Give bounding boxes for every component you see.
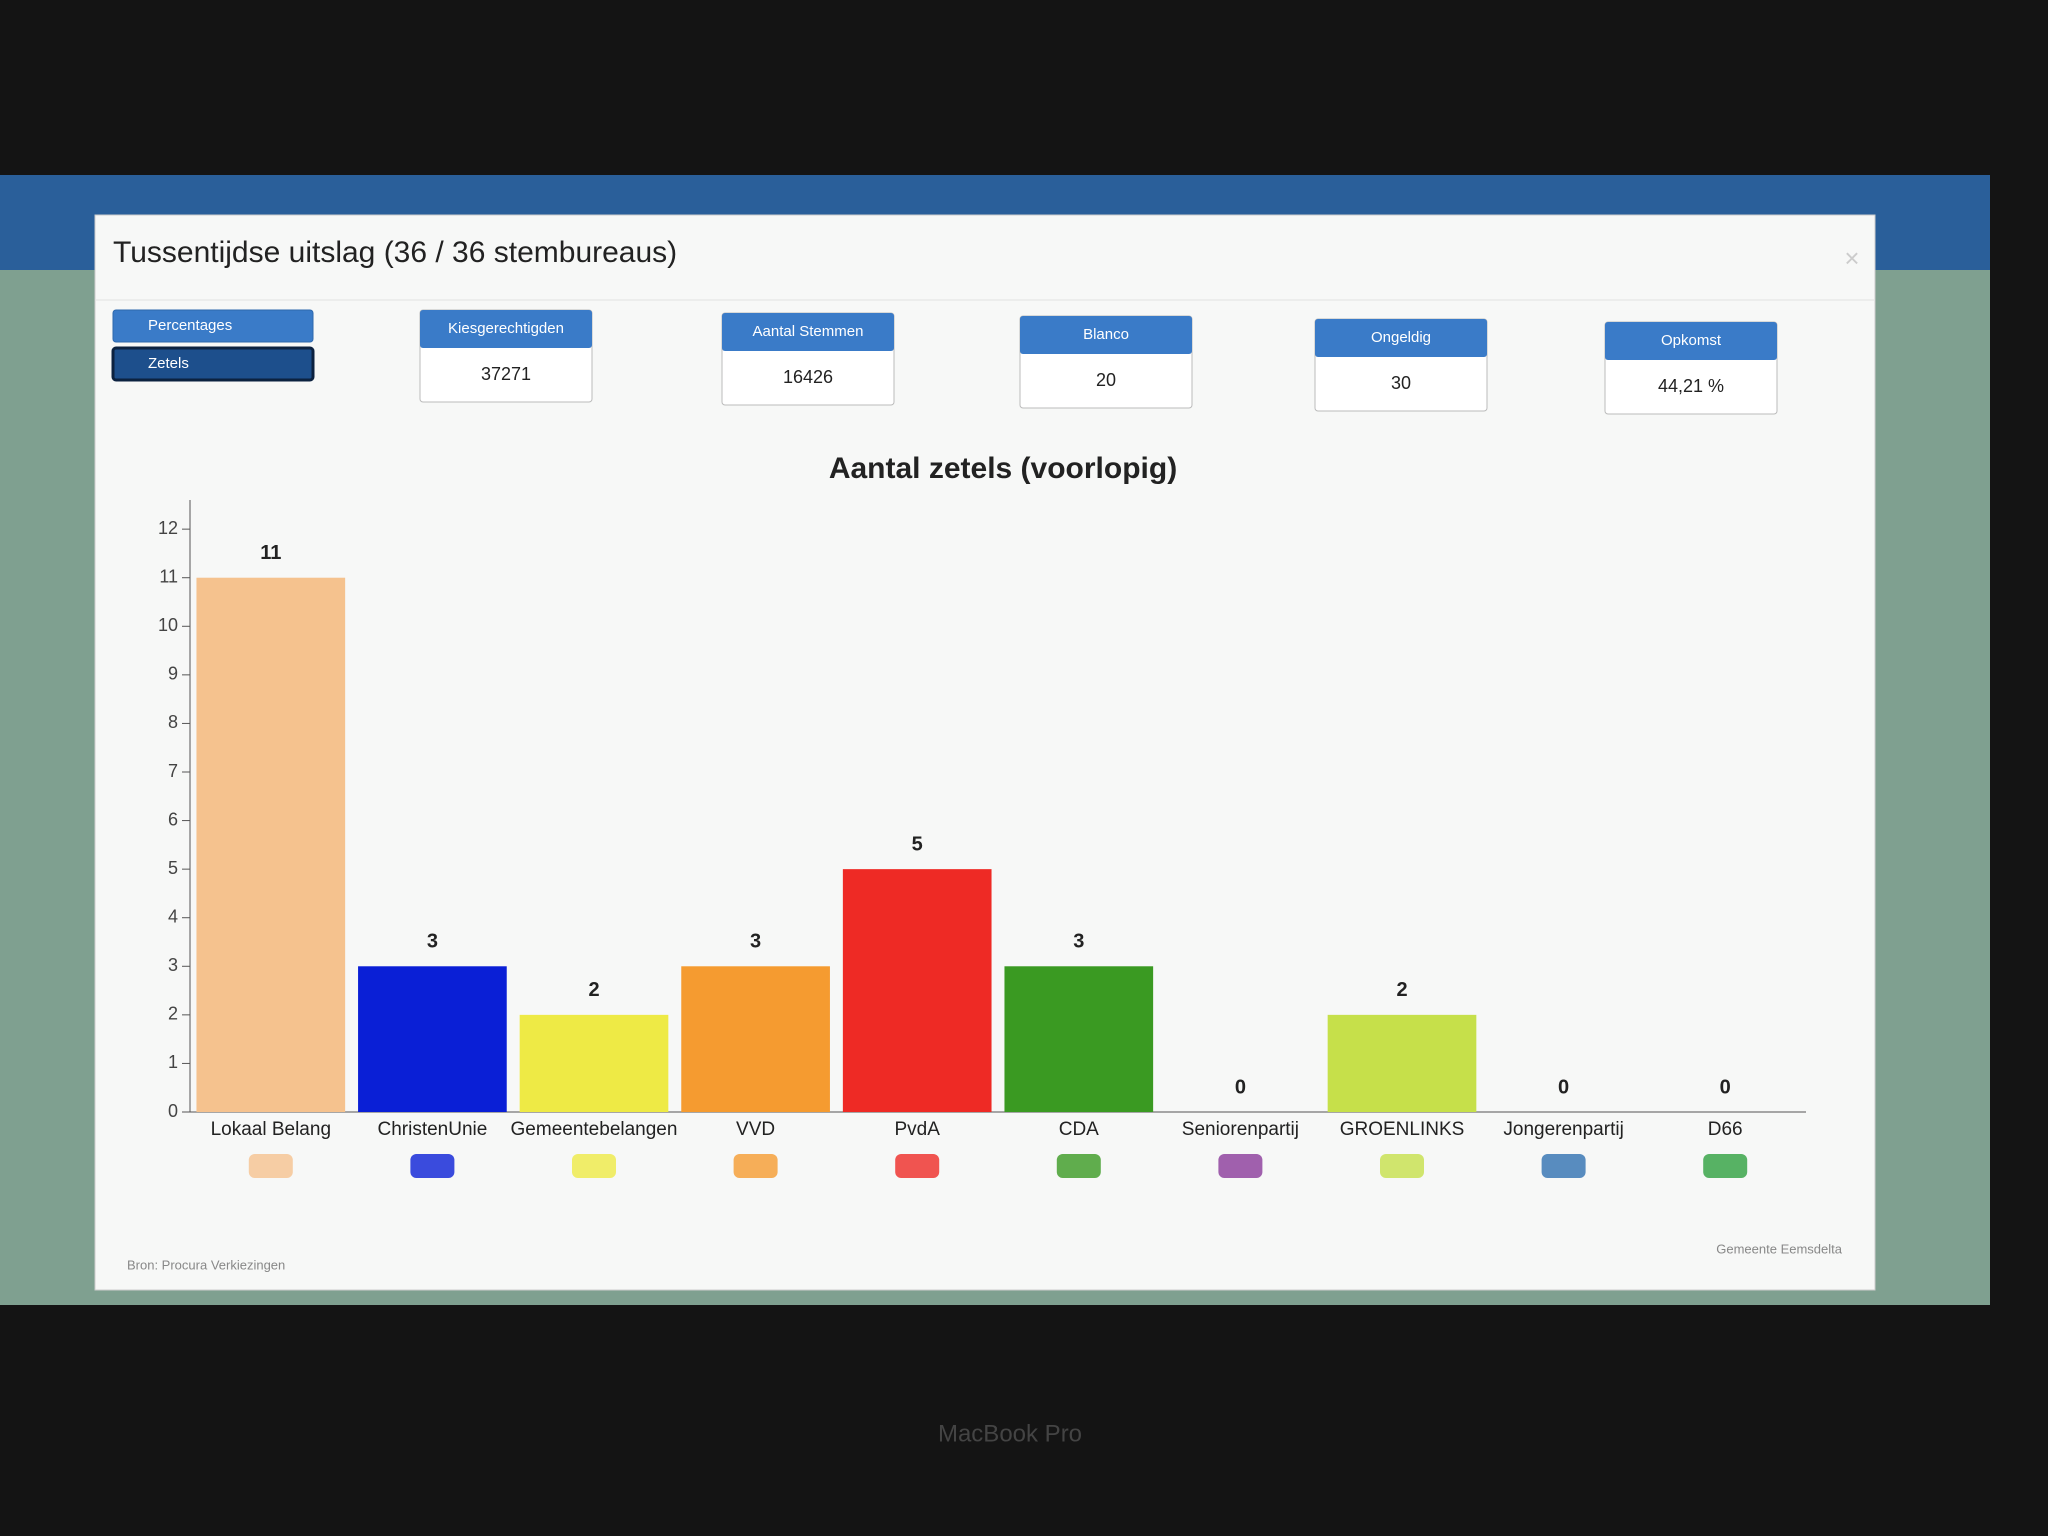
party-logo (248, 1154, 293, 1178)
y-tick-label: 3 (168, 955, 178, 975)
x-tick-label: GROENLINKS (1340, 1119, 1465, 1140)
stat-value: 44,21 % (1658, 376, 1724, 396)
toggle-button[interactable] (112, 309, 314, 343)
data-label: 3 (427, 931, 438, 953)
stat-header (1020, 316, 1192, 354)
party-logo (572, 1154, 616, 1178)
x-tick-label: Lokaal Belang (211, 1119, 331, 1140)
modal-title: Tussentijdse uitslag (36 / 36 stembureau… (113, 236, 677, 269)
party-logo (1541, 1154, 1586, 1178)
stat-label: Opkomst (1661, 332, 1722, 349)
data-label: 0 (1235, 1076, 1246, 1098)
stat-header (722, 313, 894, 351)
party-logo (1703, 1154, 1748, 1178)
data-label: 5 (912, 833, 923, 855)
party-logo (410, 1154, 455, 1178)
y-tick-label: 2 (168, 1004, 178, 1024)
y-tick-label: 6 (168, 809, 178, 829)
bar (681, 966, 830, 1112)
stat-header (1315, 319, 1487, 357)
stat-value: 20 (1096, 370, 1116, 390)
data-label: 11 (260, 542, 281, 564)
party-logo (1056, 1154, 1101, 1178)
y-tick-label: 10 (158, 615, 178, 635)
y-tick-label: 1 (168, 1052, 178, 1072)
stat-value: 30 (1391, 373, 1411, 393)
y-tick-label: 12 (158, 518, 178, 538)
x-tick-label: Gemeentebelangen (511, 1119, 678, 1140)
stat-value: 16426 (783, 367, 833, 387)
data-label: 2 (588, 979, 599, 1001)
toggle-button-label: Percentages (148, 317, 232, 334)
stat-label: Aantal Stemmen (753, 323, 864, 340)
data-label: 2 (1396, 979, 1407, 1001)
bar (519, 1014, 669, 1112)
x-tick-label: VVD (736, 1119, 775, 1140)
x-tick-label: Jongerenpartij (1503, 1119, 1623, 1140)
footer-source: Bron: Procura Verkiezingen (127, 1257, 285, 1272)
bar (842, 869, 992, 1112)
stat-label: Ongeldig (1371, 329, 1431, 346)
data-label: 3 (750, 931, 761, 953)
bar (1004, 966, 1154, 1112)
device-label: MacBook Pro (938, 1420, 1082, 1447)
data-label: 0 (1558, 1076, 1569, 1098)
x-tick-label: D66 (1708, 1119, 1743, 1140)
y-tick-label: 7 (168, 761, 178, 781)
toggle-button-label: Zetels (148, 355, 189, 372)
toggle-button[interactable] (111, 346, 315, 382)
x-tick-label: CDA (1059, 1119, 1099, 1140)
close-button[interactable]: × (1844, 243, 1859, 273)
party-logo (1218, 1154, 1263, 1178)
y-tick-label: 4 (168, 906, 178, 926)
x-tick-label: Seniorenpartij (1182, 1119, 1299, 1140)
party-logo (733, 1154, 778, 1178)
party-logo (895, 1154, 940, 1178)
chart-title: Aantal zetels (voorlopig) (829, 452, 1177, 485)
bar (196, 577, 346, 1112)
stat-header (1605, 322, 1777, 360)
stat-value: 37271 (481, 364, 531, 384)
stat-label: Blanco (1083, 326, 1129, 343)
stat-header (420, 310, 592, 348)
y-tick-label: 0 (168, 1101, 178, 1121)
bar (358, 966, 507, 1112)
footer-owner: Gemeente Eemsdelta (1716, 1241, 1843, 1256)
y-tick-label: 9 (168, 664, 178, 684)
bar (1327, 1014, 1477, 1112)
data-label: 3 (1073, 931, 1084, 953)
y-tick-label: 8 (168, 712, 178, 732)
y-tick-label: 11 (159, 566, 178, 586)
data-label: 0 (1720, 1076, 1731, 1098)
party-logo (1380, 1154, 1424, 1178)
stat-label: Kiesgerechtigden (448, 320, 564, 337)
x-tick-label: ChristenUnie (377, 1119, 487, 1140)
y-tick-label: 5 (168, 858, 178, 878)
x-tick-label: PvdA (894, 1119, 940, 1140)
